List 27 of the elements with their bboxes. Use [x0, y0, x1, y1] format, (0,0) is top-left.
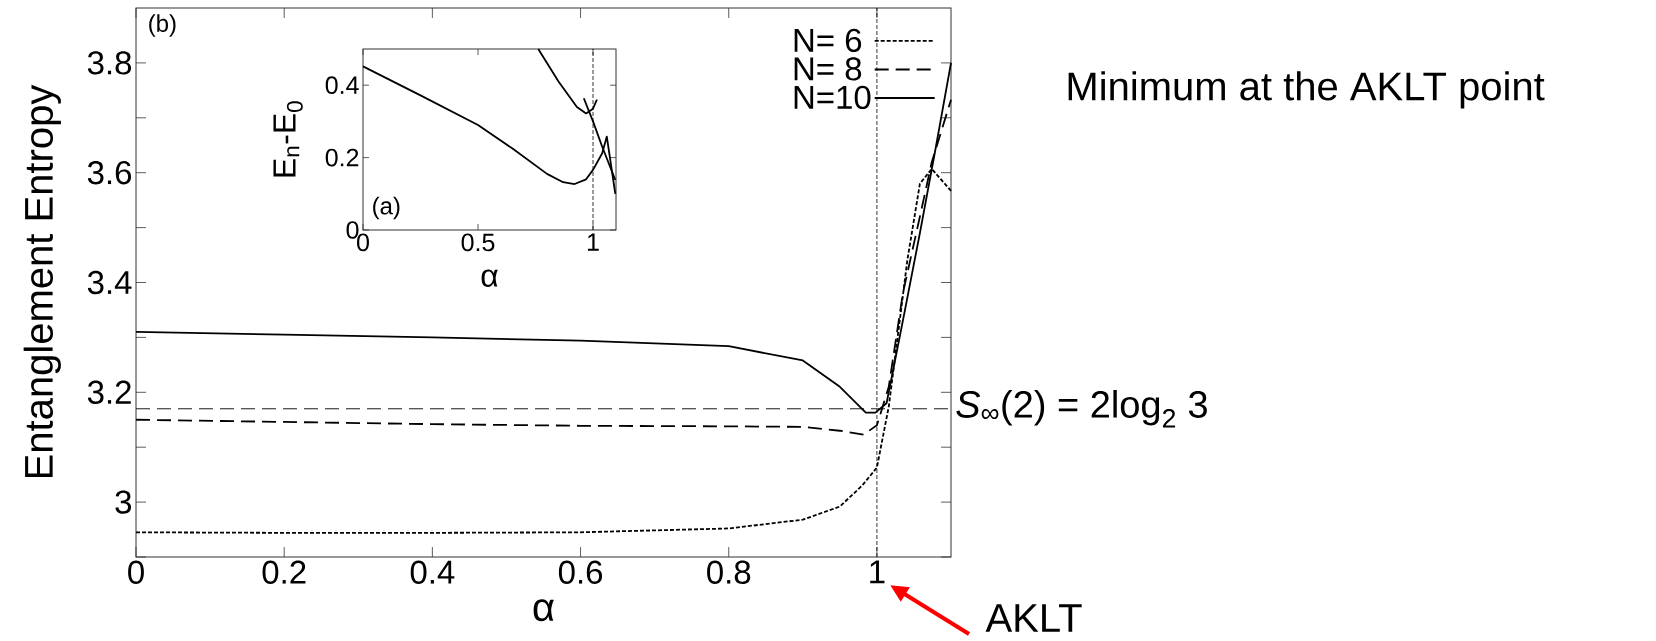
x-tick-label: 0.6	[558, 560, 603, 584]
annotation: (b)	[149, 14, 176, 37]
y-tick-label: 3	[115, 490, 132, 514]
y-tick-label: 0.2	[325, 148, 359, 167]
y-axis-title: Entanglement Entropy	[23, 84, 61, 478]
x-tick-label: 1	[870, 560, 885, 584]
x-tick-label: 0.5	[461, 233, 495, 252]
y-tick-label: 0.4	[325, 76, 359, 95]
y-tick-label: 0	[346, 221, 359, 239]
legend-label: N= 8	[794, 57, 862, 81]
ref-line-label: S$_{∞}$(2) = 2log$_{2}$ 3	[956, 390, 1207, 428]
text: AKLT	[985, 604, 1082, 632]
y-axis-title: E$_{n}$-E$_{0}$	[273, 101, 303, 177]
y-tick-label: 3.2	[87, 380, 131, 404]
legend-label: N= 6	[794, 28, 862, 53]
x-axis-title: α	[533, 599, 554, 622]
x-axis-title: α	[481, 269, 498, 287]
y-tick-label: 3.8	[87, 51, 132, 75]
y-tick-label: 3.6	[87, 161, 132, 185]
y-tick-label: 3.4	[87, 270, 132, 295]
x-tick-label: 0.8	[707, 560, 751, 584]
x-tick-label: 1	[587, 233, 599, 251]
x-tick-label: 0.2	[262, 560, 306, 584]
x-tick-label: 0.4	[410, 560, 455, 584]
legend-label: N=10	[794, 85, 871, 110]
annotation: (a)	[373, 196, 400, 220]
text: Minimum at the AKLT point	[1068, 71, 1545, 109]
